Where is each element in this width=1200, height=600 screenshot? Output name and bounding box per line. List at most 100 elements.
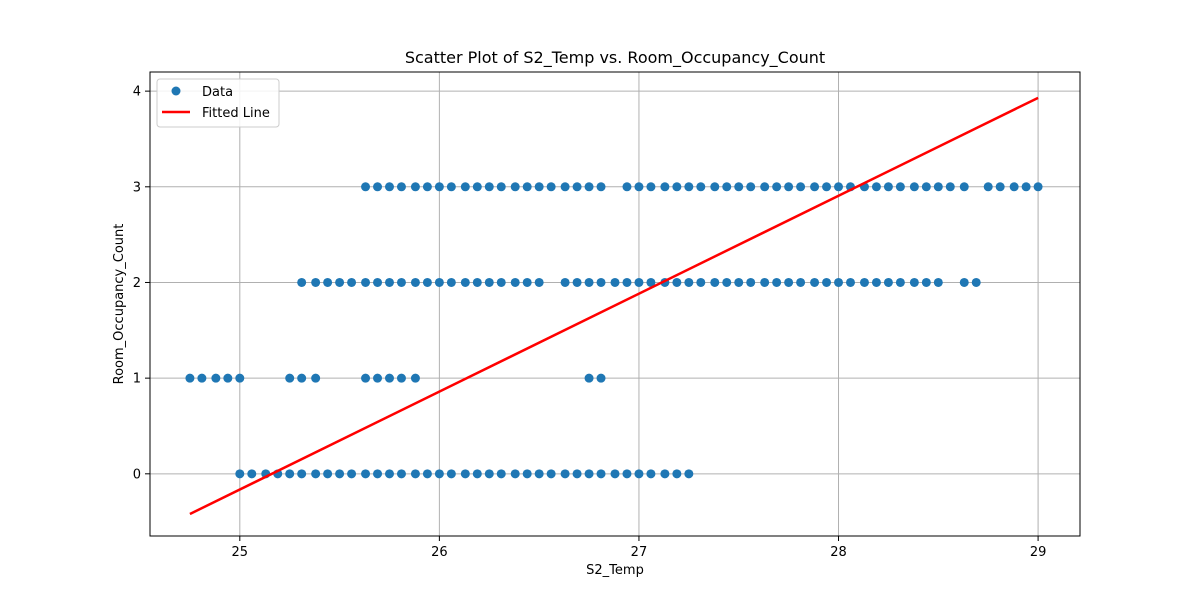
data-point	[472, 277, 482, 287]
data-point	[285, 469, 295, 479]
data-point	[460, 277, 470, 287]
data-point	[323, 469, 333, 479]
data-point	[660, 469, 670, 479]
data-point	[772, 277, 782, 287]
data-point	[921, 182, 931, 192]
data-point	[596, 277, 606, 287]
x-tick-label: 29	[1030, 545, 1047, 560]
data-point	[572, 182, 582, 192]
data-point	[347, 469, 357, 479]
data-point	[510, 182, 520, 192]
data-point	[871, 182, 881, 192]
y-tick-label: 1	[133, 372, 141, 387]
data-point	[335, 277, 345, 287]
data-point	[546, 469, 556, 479]
data-point	[760, 182, 770, 192]
data-point	[361, 469, 371, 479]
x-tick-label: 25	[232, 545, 249, 560]
data-point	[484, 182, 494, 192]
data-point	[784, 277, 794, 287]
data-point	[834, 182, 844, 192]
data-point	[434, 469, 444, 479]
data-point	[534, 182, 544, 192]
data-point	[895, 182, 905, 192]
data-point	[660, 182, 670, 192]
data-point	[434, 277, 444, 287]
data-point	[784, 182, 794, 192]
data-point	[396, 373, 406, 383]
data-point	[297, 277, 307, 287]
data-point	[510, 469, 520, 479]
x-tick-label: 28	[830, 545, 847, 560]
data-point	[596, 373, 606, 383]
data-point	[460, 182, 470, 192]
y-tick-label: 2	[133, 276, 141, 291]
data-point	[496, 277, 506, 287]
data-point	[546, 182, 556, 192]
data-point	[622, 277, 632, 287]
data-point	[983, 182, 993, 192]
y-axis-label: Room_Occupancy_Count	[112, 224, 127, 385]
data-point	[335, 469, 345, 479]
data-point	[883, 277, 893, 287]
data-point	[496, 469, 506, 479]
data-point	[297, 469, 307, 479]
data-point	[361, 373, 371, 383]
data-point	[560, 469, 570, 479]
data-point	[560, 182, 570, 192]
data-point	[446, 469, 456, 479]
data-points	[185, 182, 1043, 479]
y-tick-label: 0	[133, 467, 141, 482]
data-point	[510, 277, 520, 287]
data-point	[672, 277, 682, 287]
data-point	[734, 277, 744, 287]
data-point	[247, 469, 257, 479]
y-axis-ticks: 0 1 2 3 4	[133, 85, 150, 482]
data-point	[895, 277, 905, 287]
data-point	[223, 373, 233, 383]
data-point	[484, 469, 494, 479]
data-point	[384, 373, 394, 383]
data-point	[373, 373, 383, 383]
data-point	[384, 182, 394, 192]
data-point	[235, 469, 245, 479]
y-tick-label: 3	[133, 180, 141, 195]
data-point	[311, 373, 321, 383]
data-point	[472, 469, 482, 479]
data-point	[722, 182, 732, 192]
data-point	[311, 277, 321, 287]
data-point	[534, 277, 544, 287]
data-point	[584, 469, 594, 479]
data-point	[361, 182, 371, 192]
data-point	[772, 182, 782, 192]
legend-fitted-line-label: Fitted Line	[202, 106, 270, 121]
data-point	[572, 469, 582, 479]
data-point	[760, 277, 770, 287]
data-point	[384, 469, 394, 479]
data-point	[522, 182, 532, 192]
data-point	[822, 182, 832, 192]
data-point	[396, 469, 406, 479]
data-point	[646, 277, 656, 287]
data-point	[311, 469, 321, 479]
data-point	[734, 182, 744, 192]
data-point	[646, 469, 656, 479]
data-point	[722, 277, 732, 287]
data-point	[472, 182, 482, 192]
data-point	[696, 182, 706, 192]
data-point	[584, 373, 594, 383]
data-point	[572, 277, 582, 287]
data-point	[460, 469, 470, 479]
x-axis-ticks: 25 26 27 28 29	[232, 536, 1047, 560]
data-point	[584, 277, 594, 287]
data-point	[634, 182, 644, 192]
data-point	[822, 277, 832, 287]
data-point	[484, 277, 494, 287]
data-point	[1033, 182, 1043, 192]
data-point	[396, 182, 406, 192]
data-point	[933, 182, 943, 192]
legend: Data Fitted Line	[156, 78, 280, 128]
data-point	[297, 373, 307, 383]
data-point	[959, 277, 969, 287]
